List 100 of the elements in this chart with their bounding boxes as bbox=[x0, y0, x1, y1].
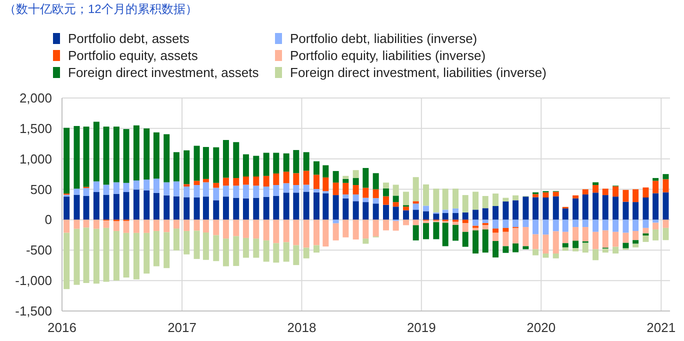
bar bbox=[442, 213, 448, 220]
bar bbox=[522, 227, 529, 246]
bar bbox=[213, 235, 220, 262]
bar bbox=[93, 192, 100, 220]
bar bbox=[403, 192, 410, 206]
bar bbox=[662, 179, 669, 192]
bar bbox=[562, 220, 568, 232]
bar bbox=[303, 192, 310, 220]
bar bbox=[194, 146, 200, 181]
bar bbox=[383, 204, 390, 220]
bar bbox=[233, 220, 240, 236]
bar bbox=[372, 198, 379, 204]
bar bbox=[93, 122, 100, 182]
bar bbox=[632, 244, 639, 248]
bar bbox=[293, 192, 300, 220]
bar bbox=[202, 182, 209, 197]
bar bbox=[572, 227, 579, 241]
bar bbox=[372, 189, 379, 198]
bar bbox=[412, 201, 419, 204]
bar bbox=[342, 220, 349, 238]
bar bbox=[233, 142, 240, 178]
bar bbox=[352, 185, 359, 194]
bar bbox=[542, 220, 549, 235]
bar bbox=[194, 230, 200, 259]
bar bbox=[313, 192, 320, 220]
bar bbox=[592, 185, 599, 193]
bar bbox=[392, 202, 399, 207]
bar bbox=[562, 232, 568, 244]
bar bbox=[592, 249, 599, 260]
bar bbox=[512, 228, 519, 244]
bar bbox=[462, 223, 468, 232]
bar bbox=[562, 208, 568, 220]
bar bbox=[492, 228, 499, 233]
bar bbox=[352, 220, 359, 240]
bar bbox=[622, 190, 629, 202]
bar bbox=[253, 186, 260, 198]
bar bbox=[612, 186, 619, 197]
bar bbox=[412, 220, 419, 226]
bar bbox=[472, 230, 479, 254]
bar bbox=[602, 220, 608, 230]
bar bbox=[472, 210, 479, 220]
bar bbox=[74, 126, 80, 189]
bar bbox=[412, 204, 419, 210]
bar bbox=[283, 183, 290, 193]
bar bbox=[202, 232, 209, 260]
bar bbox=[164, 232, 170, 268]
bar bbox=[342, 194, 349, 198]
bar bbox=[213, 220, 220, 236]
bar bbox=[133, 220, 140, 233]
bar bbox=[313, 220, 320, 246]
bar bbox=[552, 231, 559, 254]
bar bbox=[642, 198, 649, 220]
bar bbox=[572, 195, 579, 198]
bar bbox=[213, 200, 220, 220]
bar bbox=[433, 214, 440, 220]
bar bbox=[164, 182, 170, 196]
bar bbox=[452, 208, 459, 214]
bar bbox=[662, 174, 669, 180]
bar bbox=[273, 196, 280, 220]
bar bbox=[602, 230, 608, 248]
bar bbox=[213, 147, 220, 183]
bar bbox=[662, 220, 669, 228]
bar bbox=[562, 243, 568, 248]
bar bbox=[153, 132, 160, 179]
bar bbox=[612, 232, 619, 247]
bar bbox=[362, 220, 369, 239]
bar bbox=[83, 196, 90, 220]
bar bbox=[522, 196, 529, 220]
bar bbox=[113, 194, 120, 220]
bar bbox=[242, 154, 249, 177]
legend-label: Portfolio equity, liabilities (inverse) bbox=[290, 48, 486, 63]
bar bbox=[293, 150, 300, 174]
bar bbox=[113, 126, 120, 182]
bar bbox=[184, 184, 190, 187]
bar bbox=[64, 232, 70, 290]
bar bbox=[133, 190, 140, 220]
bar bbox=[93, 220, 100, 229]
bar bbox=[462, 220, 468, 224]
bar bbox=[283, 220, 290, 242]
bar bbox=[632, 202, 639, 220]
bar bbox=[412, 210, 419, 220]
bar bbox=[532, 197, 539, 220]
bar bbox=[542, 253, 549, 258]
bar bbox=[293, 173, 300, 186]
bar bbox=[552, 220, 559, 232]
bar bbox=[442, 222, 448, 246]
bar bbox=[303, 220, 310, 248]
bar bbox=[123, 220, 130, 233]
bar bbox=[602, 195, 608, 220]
bar bbox=[412, 225, 419, 240]
bar bbox=[153, 192, 160, 220]
bar bbox=[263, 196, 270, 220]
bar bbox=[194, 198, 200, 220]
bar bbox=[383, 182, 390, 188]
bar bbox=[632, 189, 639, 202]
y-tick-label: 2,000 bbox=[19, 90, 52, 106]
bar bbox=[103, 220, 110, 228]
bar bbox=[322, 193, 329, 220]
bar bbox=[492, 241, 499, 258]
bar bbox=[512, 195, 519, 200]
